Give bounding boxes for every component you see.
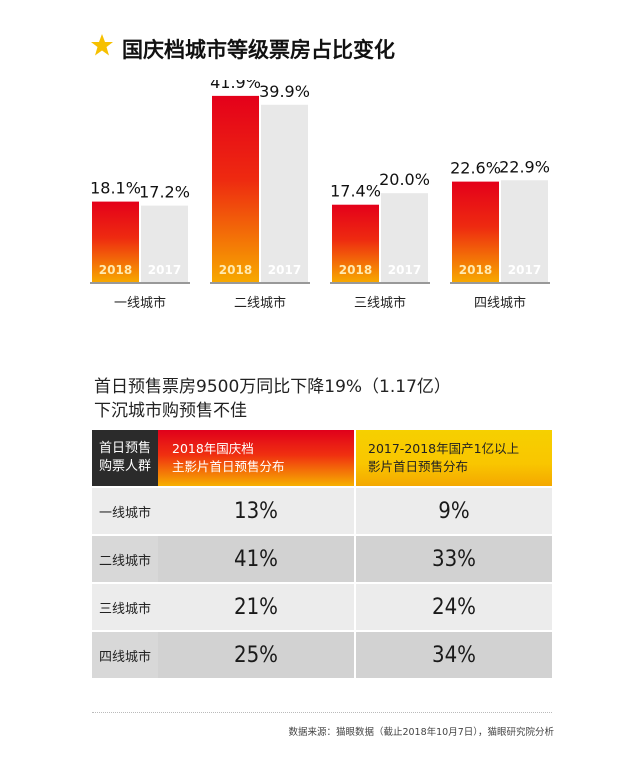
header-col1-line2: 主影片首日预售分布 — [172, 459, 285, 474]
bar-series-label: 2018 — [99, 263, 132, 277]
category-label: 三线城市 — [354, 295, 406, 311]
row-value-2017: 33% — [432, 546, 476, 572]
header-col2: 2017-2018年国产1亿以上 影片首日预售分布 — [356, 430, 552, 486]
header-col0-line2: 购票人群 — [98, 459, 151, 474]
subhead-line-2: 下沉城市购预售不佳 — [94, 401, 247, 421]
bar-series-label: 2017 — [508, 263, 541, 277]
row-value-2018: 41% — [234, 546, 278, 572]
header-col1: 2018年国庆档 主影片首日预售分布 — [158, 430, 354, 486]
category-label: 一线城市 — [114, 295, 166, 311]
star-icon — [91, 34, 113, 56]
table-header: 首日预售 购票人群 2018年国庆档 主影片首日预售分布 2017-2018年国… — [92, 430, 552, 486]
subhead-line-1: 首日预售票房9500万同比下降19%（1.17亿） — [94, 377, 451, 397]
bar-2018-四线城市 — [452, 181, 499, 282]
bar-series-label: 2017 — [388, 263, 421, 277]
bar-chart: 18.1% 2018 17.2% 2017 一线城市 41.9% 2018 39.9% 2017… — [90, 80, 550, 311]
bar-value-label: 17.2% — [139, 183, 190, 202]
row-city: 一线城市 — [92, 488, 158, 534]
bar-2018-二线城市 — [212, 95, 259, 282]
bar-value-label: 20.0% — [379, 170, 430, 189]
header-col0: 首日预售 购票人群 — [92, 430, 158, 486]
table-row: 三线城市 21% 24% — [92, 584, 552, 630]
bar-value-label: 17.4% — [330, 182, 381, 201]
bar-2017-三线城市 — [381, 193, 428, 282]
category-label: 四线城市 — [474, 295, 526, 311]
category-label: 二线城市 — [234, 295, 286, 311]
bar-value-label: 39.9% — [259, 82, 310, 101]
header-col1-line1: 2018年国庆档 — [172, 441, 254, 456]
table-row: 一线城市 13% 9% — [92, 488, 552, 534]
row-value-2018: 13% — [234, 498, 278, 524]
bar-value-label: 22.6% — [450, 159, 501, 178]
bar-2017-一线城市 — [141, 205, 188, 282]
page-title: 国庆档城市等级票房占比变化 — [122, 38, 395, 62]
bar-series-label: 2017 — [148, 263, 181, 277]
row-city: 二线城市 — [92, 536, 158, 582]
bar-value-label: 22.9% — [499, 157, 550, 176]
row-value-2017: 24% — [432, 594, 476, 620]
bar-series-label: 2018 — [339, 263, 372, 277]
header-col2-line1: 2017-2018年国产1亿以上 — [368, 441, 520, 456]
bar-value-label: 41.9% — [210, 80, 261, 92]
row-city: 四线城市 — [92, 632, 158, 678]
header-col2-line2: 影片首日预售分布 — [368, 459, 469, 474]
bar-2018-一线城市 — [92, 201, 139, 282]
footnote: 数据来源：猫眼数据（截止2018年10月7日），猫眼研究院分析 — [288, 727, 554, 738]
row-value-2018: 25% — [234, 642, 278, 668]
row-value-2017: 9% — [438, 498, 470, 524]
bar-2017-二线城市 — [261, 104, 308, 282]
row-value-2017: 34% — [432, 642, 476, 668]
bar-series-label: 2018 — [459, 263, 492, 277]
bar-series-label: 2018 — [219, 263, 252, 277]
bar-2017-四线城市 — [501, 180, 548, 282]
bar-value-label: 18.1% — [90, 179, 141, 198]
table-row: 四线城市 25% 34% — [92, 632, 552, 678]
row-city: 三线城市 — [92, 584, 158, 630]
row-value-2018: 21% — [234, 594, 278, 620]
header-col0-line1: 首日预售 — [98, 441, 151, 456]
bar-2018-三线城市 — [332, 204, 379, 282]
divider — [92, 712, 552, 713]
bar-series-label: 2017 — [268, 263, 301, 277]
table-row: 二线城市 41% 33% — [92, 536, 552, 582]
